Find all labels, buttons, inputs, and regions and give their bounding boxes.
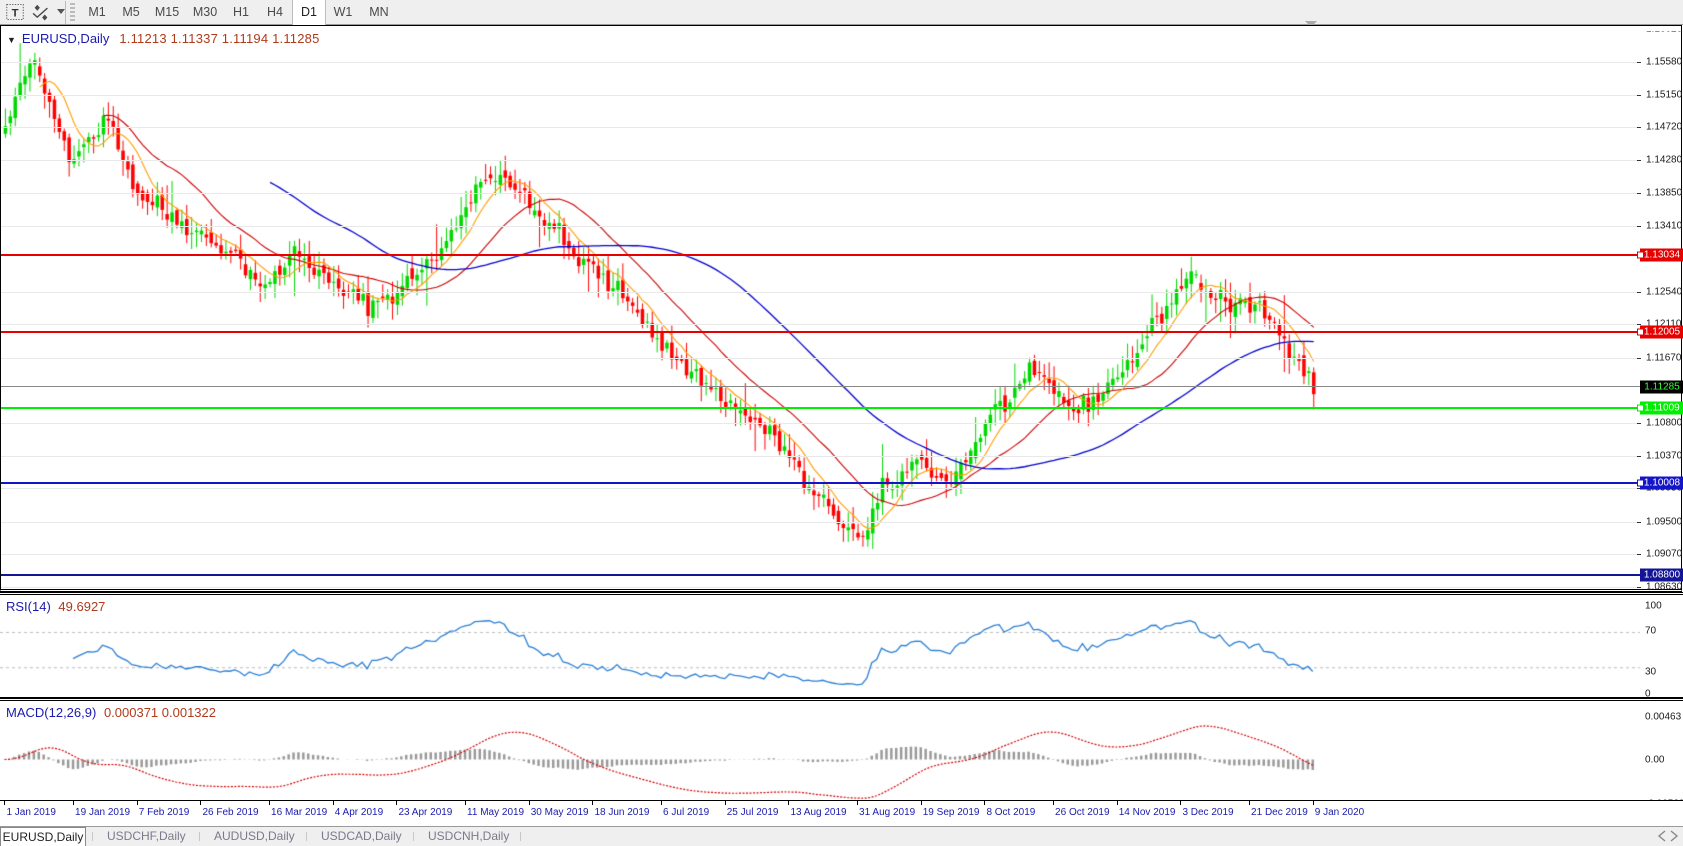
svg-text:T: T: [12, 8, 19, 20]
